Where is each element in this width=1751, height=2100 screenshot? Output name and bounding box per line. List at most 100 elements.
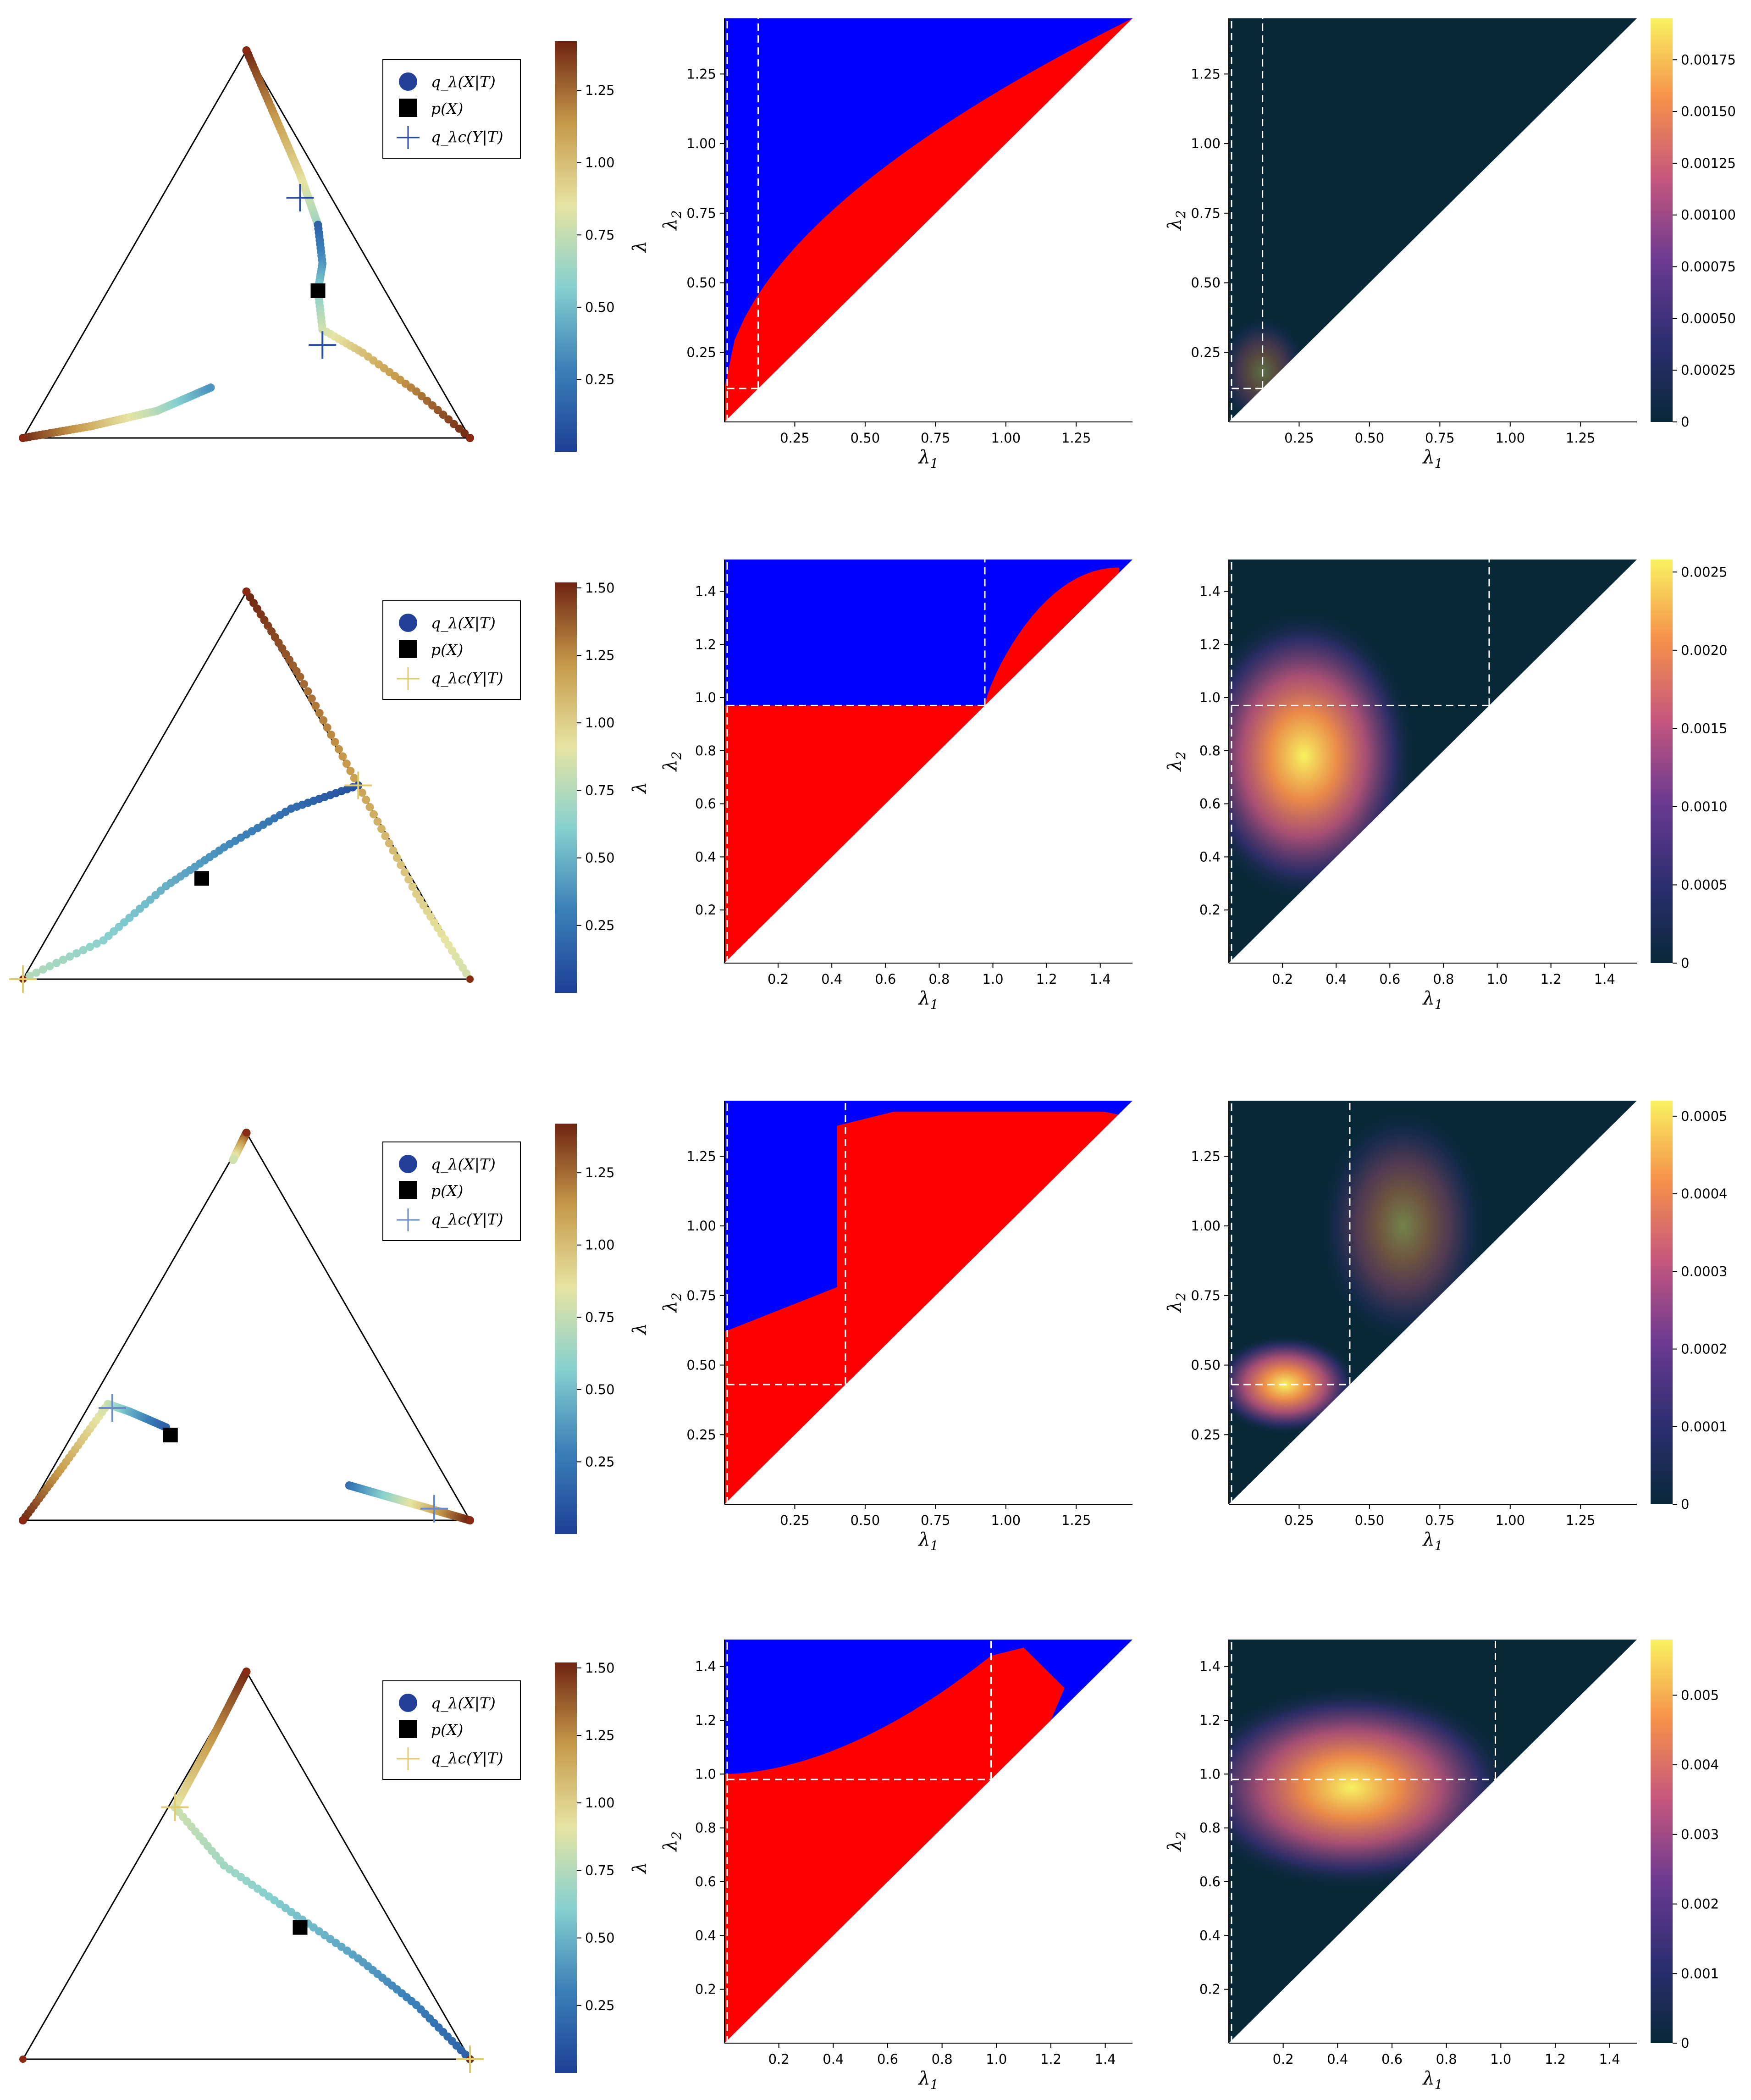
y-tick-label: 1.4	[695, 583, 716, 599]
x-tick-label: 0.4	[823, 2051, 844, 2067]
red-region	[724, 1112, 1119, 1504]
svg-text:λ2: λ2	[1164, 210, 1188, 231]
q-lambda-point	[423, 396, 431, 405]
colorbar-tick-label: 0.0015	[1681, 720, 1727, 736]
simplex-vertex	[243, 1668, 250, 1675]
y-tick-label: 1.2	[695, 1712, 716, 1728]
legend-entry-1: q_λ(X|T)	[431, 73, 496, 91]
q-lambda-point	[428, 401, 437, 410]
x-tick-label: 0.6	[877, 2051, 898, 2067]
x-tick-label: 0.2	[1272, 971, 1293, 987]
colorbar-tick-label: 0.00125	[1681, 155, 1736, 171]
x-tick-label: 0.25	[780, 430, 810, 446]
y-tick-label: 0.25	[1191, 1427, 1221, 1442]
x-axis-label: λ1	[1422, 447, 1442, 471]
q-lambda-point	[52, 959, 61, 967]
x-tick-label: 1.4	[1095, 2051, 1116, 2067]
q-lambda-point	[377, 825, 386, 833]
colorbar-tick-label: 0.00150	[1681, 104, 1736, 119]
y-tick-label: 1.0	[1199, 690, 1221, 705]
y-tick-label: 1.0	[695, 1766, 716, 1782]
simplex-vertex	[243, 47, 250, 54]
y-tick-label: 0.6	[695, 1874, 716, 1889]
svg-text:λ1: λ1	[917, 1529, 938, 1553]
q-lambda-point	[370, 810, 378, 819]
colorbar-tick-label: 0.0020	[1681, 643, 1727, 658]
colorbar-tick-label: 1.25	[585, 648, 615, 663]
q-lambda-point	[229, 1156, 238, 1164]
svg-text:λ1: λ1	[917, 2068, 938, 2092]
q-lambda-point	[373, 817, 382, 826]
x-tick-label: 1.4	[1599, 2051, 1620, 2067]
y-tick-label: 1.00	[1191, 136, 1221, 151]
heat-panel-1: 0.25 0.50 0.75 1.00 1.25 0.25 0.50 0.75 1.00 1.25…	[1164, 18, 1736, 471]
y-tick-label: 0.75	[686, 205, 716, 221]
x-tick-label: 1.2	[1541, 971, 1562, 987]
legend-cross-icon	[397, 1208, 420, 1231]
q-lambda-point	[319, 716, 328, 725]
q-lambda-c-marker	[286, 184, 314, 212]
q-lambda-point	[92, 939, 101, 948]
colorbar-tick-label: 0.00175	[1681, 52, 1736, 67]
density-blob	[1229, 1685, 1514, 1890]
colorbar-tick-label: 1.50	[585, 580, 615, 596]
y-tick-label: 1.00	[1191, 1218, 1221, 1234]
colorbar-tick-label: 0.0001	[1681, 1419, 1727, 1435]
y-tick-label: 0.2	[695, 902, 716, 918]
colorbar-tick-label: 0.002	[1681, 1896, 1719, 1912]
q-lambda-point	[79, 946, 88, 954]
y-axis-label: λ2	[660, 210, 684, 231]
q-lambda-point	[335, 745, 343, 754]
svg-text:λ1: λ1	[917, 447, 938, 471]
svg-text:λ2: λ2	[1164, 751, 1188, 772]
colorbar-tick-label: 0.0025	[1681, 564, 1727, 580]
colorbar-tick-label: 0.50	[585, 1930, 615, 1946]
colorbar-tick-label: 0.50	[585, 1382, 615, 1397]
y-tick-label: 1.25	[686, 66, 716, 82]
colorbar-tick-label: 0.00075	[1681, 259, 1736, 275]
x-tick-label: 1.25	[1566, 1513, 1596, 1528]
region-panel-2: 0.2 0.4 0.6 0.8 1.0 1.2 1.4 0.2 0.4 0.6 0.8 1.0 1.2 1…	[660, 560, 1132, 1012]
legend-circle-icon	[399, 1694, 417, 1712]
svg-text:λ2: λ2	[1164, 1292, 1188, 1313]
q-lambda-point	[72, 949, 81, 958]
y-tick-label: 0.4	[1199, 849, 1221, 864]
x-tick-label: 0.50	[1355, 430, 1385, 446]
simplex-panel-2: q_λ(X|T) p(X) q_λc(Y|T) 0.25 0.50 0.75 1.00 1.2…	[9, 580, 650, 993]
y-tick-label: 0.2	[1199, 1982, 1221, 1997]
y-tick-label: 0.2	[1199, 902, 1221, 918]
y-tick-label: 0.8	[695, 743, 716, 759]
p-x-marker	[163, 1428, 178, 1443]
colorbar-tick-label: 1.50	[585, 1660, 615, 1676]
simplex-panel-3: q_λ(X|T) p(X) q_λc(Y|T) 0.25 0.50 0.75 1.00 1.2…	[19, 1124, 650, 1534]
svg-text:λ1: λ1	[1422, 988, 1442, 1012]
x-axis-label: λ1	[917, 447, 938, 471]
y-tick-label: 1.00	[686, 136, 716, 151]
y-tick-label: 0.25	[1191, 344, 1221, 360]
p-x-marker	[293, 1920, 308, 1935]
heat-colorbar	[1651, 560, 1673, 963]
legend-entry-3: q_λc(Y|T)	[431, 1210, 503, 1229]
colorbar-tick-label: 0.25	[585, 371, 615, 387]
colorbar-tick-label: 0.25	[585, 1998, 615, 2013]
y-axis-label: λ2	[660, 1831, 684, 1852]
colorbar-label: λ	[629, 1323, 650, 1335]
x-tick-label: 1.2	[1036, 971, 1057, 987]
q-lambda-point	[346, 766, 355, 775]
x-axis-label: λ1	[1422, 988, 1442, 1012]
svg-text:λ2: λ2	[660, 1292, 684, 1313]
simplex-vertex	[466, 434, 474, 442]
legend-cross-icon	[397, 126, 420, 149]
legend-square-icon	[399, 99, 417, 117]
svg-text:λ1: λ1	[1422, 447, 1442, 471]
colorbar-tick-label: 0.75	[585, 1862, 615, 1878]
legend-entry-3: q_λc(Y|T)	[431, 1749, 503, 1768]
simplex-vertex	[19, 1517, 27, 1524]
q-lambda-c-marker	[99, 1394, 126, 1422]
q-lambda-point	[362, 796, 370, 804]
x-tick-label: 1.0	[986, 2051, 1007, 2067]
svg-text:λ1: λ1	[917, 988, 938, 1012]
region-panel-3: 0.25 0.50 0.75 1.00 1.25 0.25 0.50 0.75 1.00 1.25…	[660, 1101, 1132, 1553]
heat-panel-3: 0.25 0.50 0.75 1.00 1.25 0.25 0.50 0.75 1.00 1.25…	[1164, 1101, 1727, 1553]
